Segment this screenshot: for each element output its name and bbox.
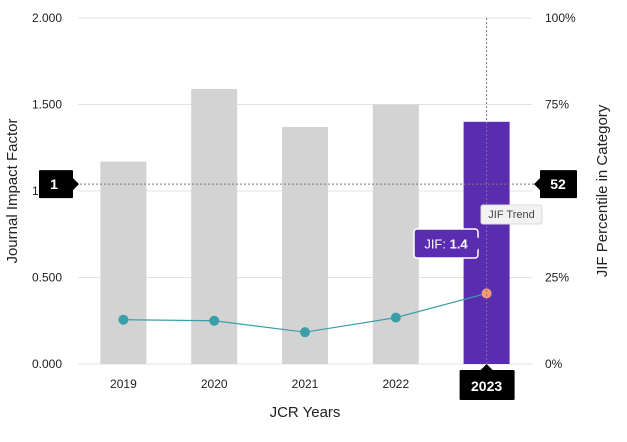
crosshair-left-badge: 1 bbox=[39, 170, 79, 199]
y-tick-label: 0.500 bbox=[32, 271, 62, 285]
y2-tick-label: 75% bbox=[545, 98, 569, 112]
tooltip-label: JIF: bbox=[424, 237, 449, 252]
y2-tick-label: 0% bbox=[545, 357, 563, 371]
y-tick-label: 0.000 bbox=[32, 357, 62, 371]
trend-point-2019[interactable] bbox=[118, 314, 129, 325]
trend-series-label: JIF Trend bbox=[480, 204, 543, 225]
tooltip-text: JIF: 1.4 bbox=[424, 237, 468, 252]
y2-tick-label: 25% bbox=[545, 271, 569, 285]
x-tick-label: 2022 bbox=[382, 377, 409, 391]
trend-point-2021[interactable] bbox=[300, 327, 310, 338]
badge-box bbox=[540, 170, 577, 199]
badge-box bbox=[39, 170, 73, 199]
trend-label-text: JIF Trend bbox=[488, 209, 534, 221]
y2-tick-label: 100% bbox=[545, 11, 576, 25]
badge-pointer bbox=[73, 178, 79, 191]
trend-point-2020[interactable] bbox=[209, 315, 220, 326]
trend-point-2022[interactable] bbox=[390, 312, 401, 323]
crosshair-x-badge: 2023 bbox=[459, 364, 515, 400]
y2-axis-title: JIF Percentile in Category bbox=[594, 104, 611, 277]
badge-pointer bbox=[480, 364, 493, 370]
tooltip-value: 1.4 bbox=[450, 237, 469, 252]
crosshair-left-value: 1 bbox=[50, 176, 58, 192]
x-tick-label: 2019 bbox=[110, 377, 137, 391]
badge-box bbox=[459, 370, 515, 400]
badge-pointer bbox=[534, 178, 540, 191]
x-tick-label: 2021 bbox=[292, 377, 319, 391]
crosshair-right-value: 52 bbox=[550, 176, 566, 192]
axes: 0.0000.5001.0001.5002.0000%25%50%75%100%… bbox=[4, 11, 611, 421]
bar-2021[interactable] bbox=[282, 126, 328, 365]
x-axis-title: JCR Years bbox=[270, 404, 341, 421]
y-tick-label: 1.500 bbox=[32, 98, 62, 112]
crosshair-overlay: 1 52 2023 JIF Trend JIF: 1.4 bbox=[39, 18, 577, 400]
jif-tooltip: JIF: 1.4 bbox=[413, 228, 485, 259]
y-axis-title: Journal Impact Factor bbox=[4, 118, 21, 263]
crosshair-x-value: 2023 bbox=[471, 378, 502, 394]
bar-2019[interactable] bbox=[100, 161, 147, 364]
tooltip-pointer bbox=[477, 237, 485, 250]
bars bbox=[100, 88, 510, 365]
trend-line-layer bbox=[118, 288, 492, 338]
bar-2022[interactable] bbox=[372, 104, 419, 365]
y-tick-label: 2.000 bbox=[32, 11, 62, 25]
x-tick-label: 2020 bbox=[201, 377, 228, 391]
crosshair-right-badge: 52 bbox=[534, 170, 577, 199]
trend-point-2023[interactable] bbox=[481, 288, 492, 299]
trend-label-box bbox=[480, 204, 543, 225]
